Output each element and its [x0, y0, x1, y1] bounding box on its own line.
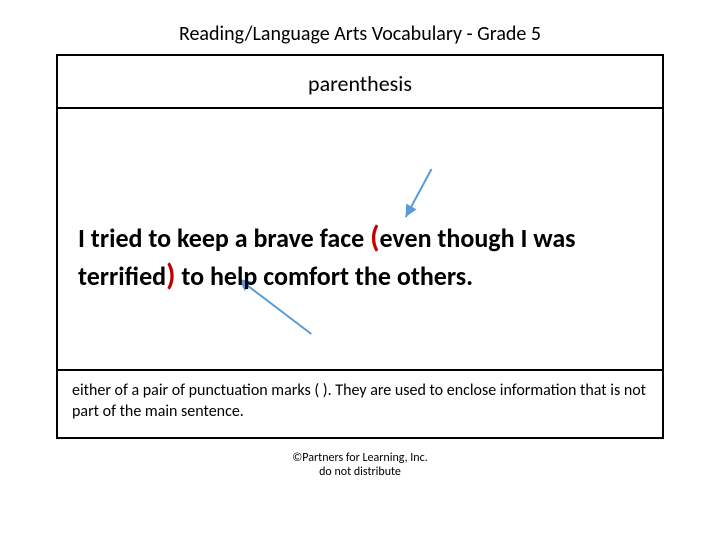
- example-row: I tried to keep a brave face (even thoug…: [58, 109, 662, 371]
- definition-row: either of a pair of punctuation marks ( …: [58, 371, 662, 437]
- vocab-card: parenthesis I tried to keep a brave face…: [56, 54, 664, 439]
- footer-notice: do not distribute: [0, 465, 720, 479]
- term-row: parenthesis: [58, 56, 662, 109]
- footer: ©Partners for Learning, Inc. do not dist…: [0, 439, 720, 480]
- definition-text: either of a pair of punctuation marks ( …: [72, 381, 648, 423]
- example-prefix: I tried to keep a brave face: [78, 222, 370, 254]
- arrow-to-open-paren: [406, 169, 432, 217]
- example-suffix: to help comfort the others.: [175, 260, 473, 292]
- page-title: Reading/Language Arts Vocabulary - Grade…: [0, 0, 720, 54]
- term-text: parenthesis: [308, 70, 412, 97]
- example-sentence: I tried to keep a brave face (even thoug…: [78, 219, 642, 294]
- footer-copyright: ©Partners for Learning, Inc.: [0, 451, 720, 465]
